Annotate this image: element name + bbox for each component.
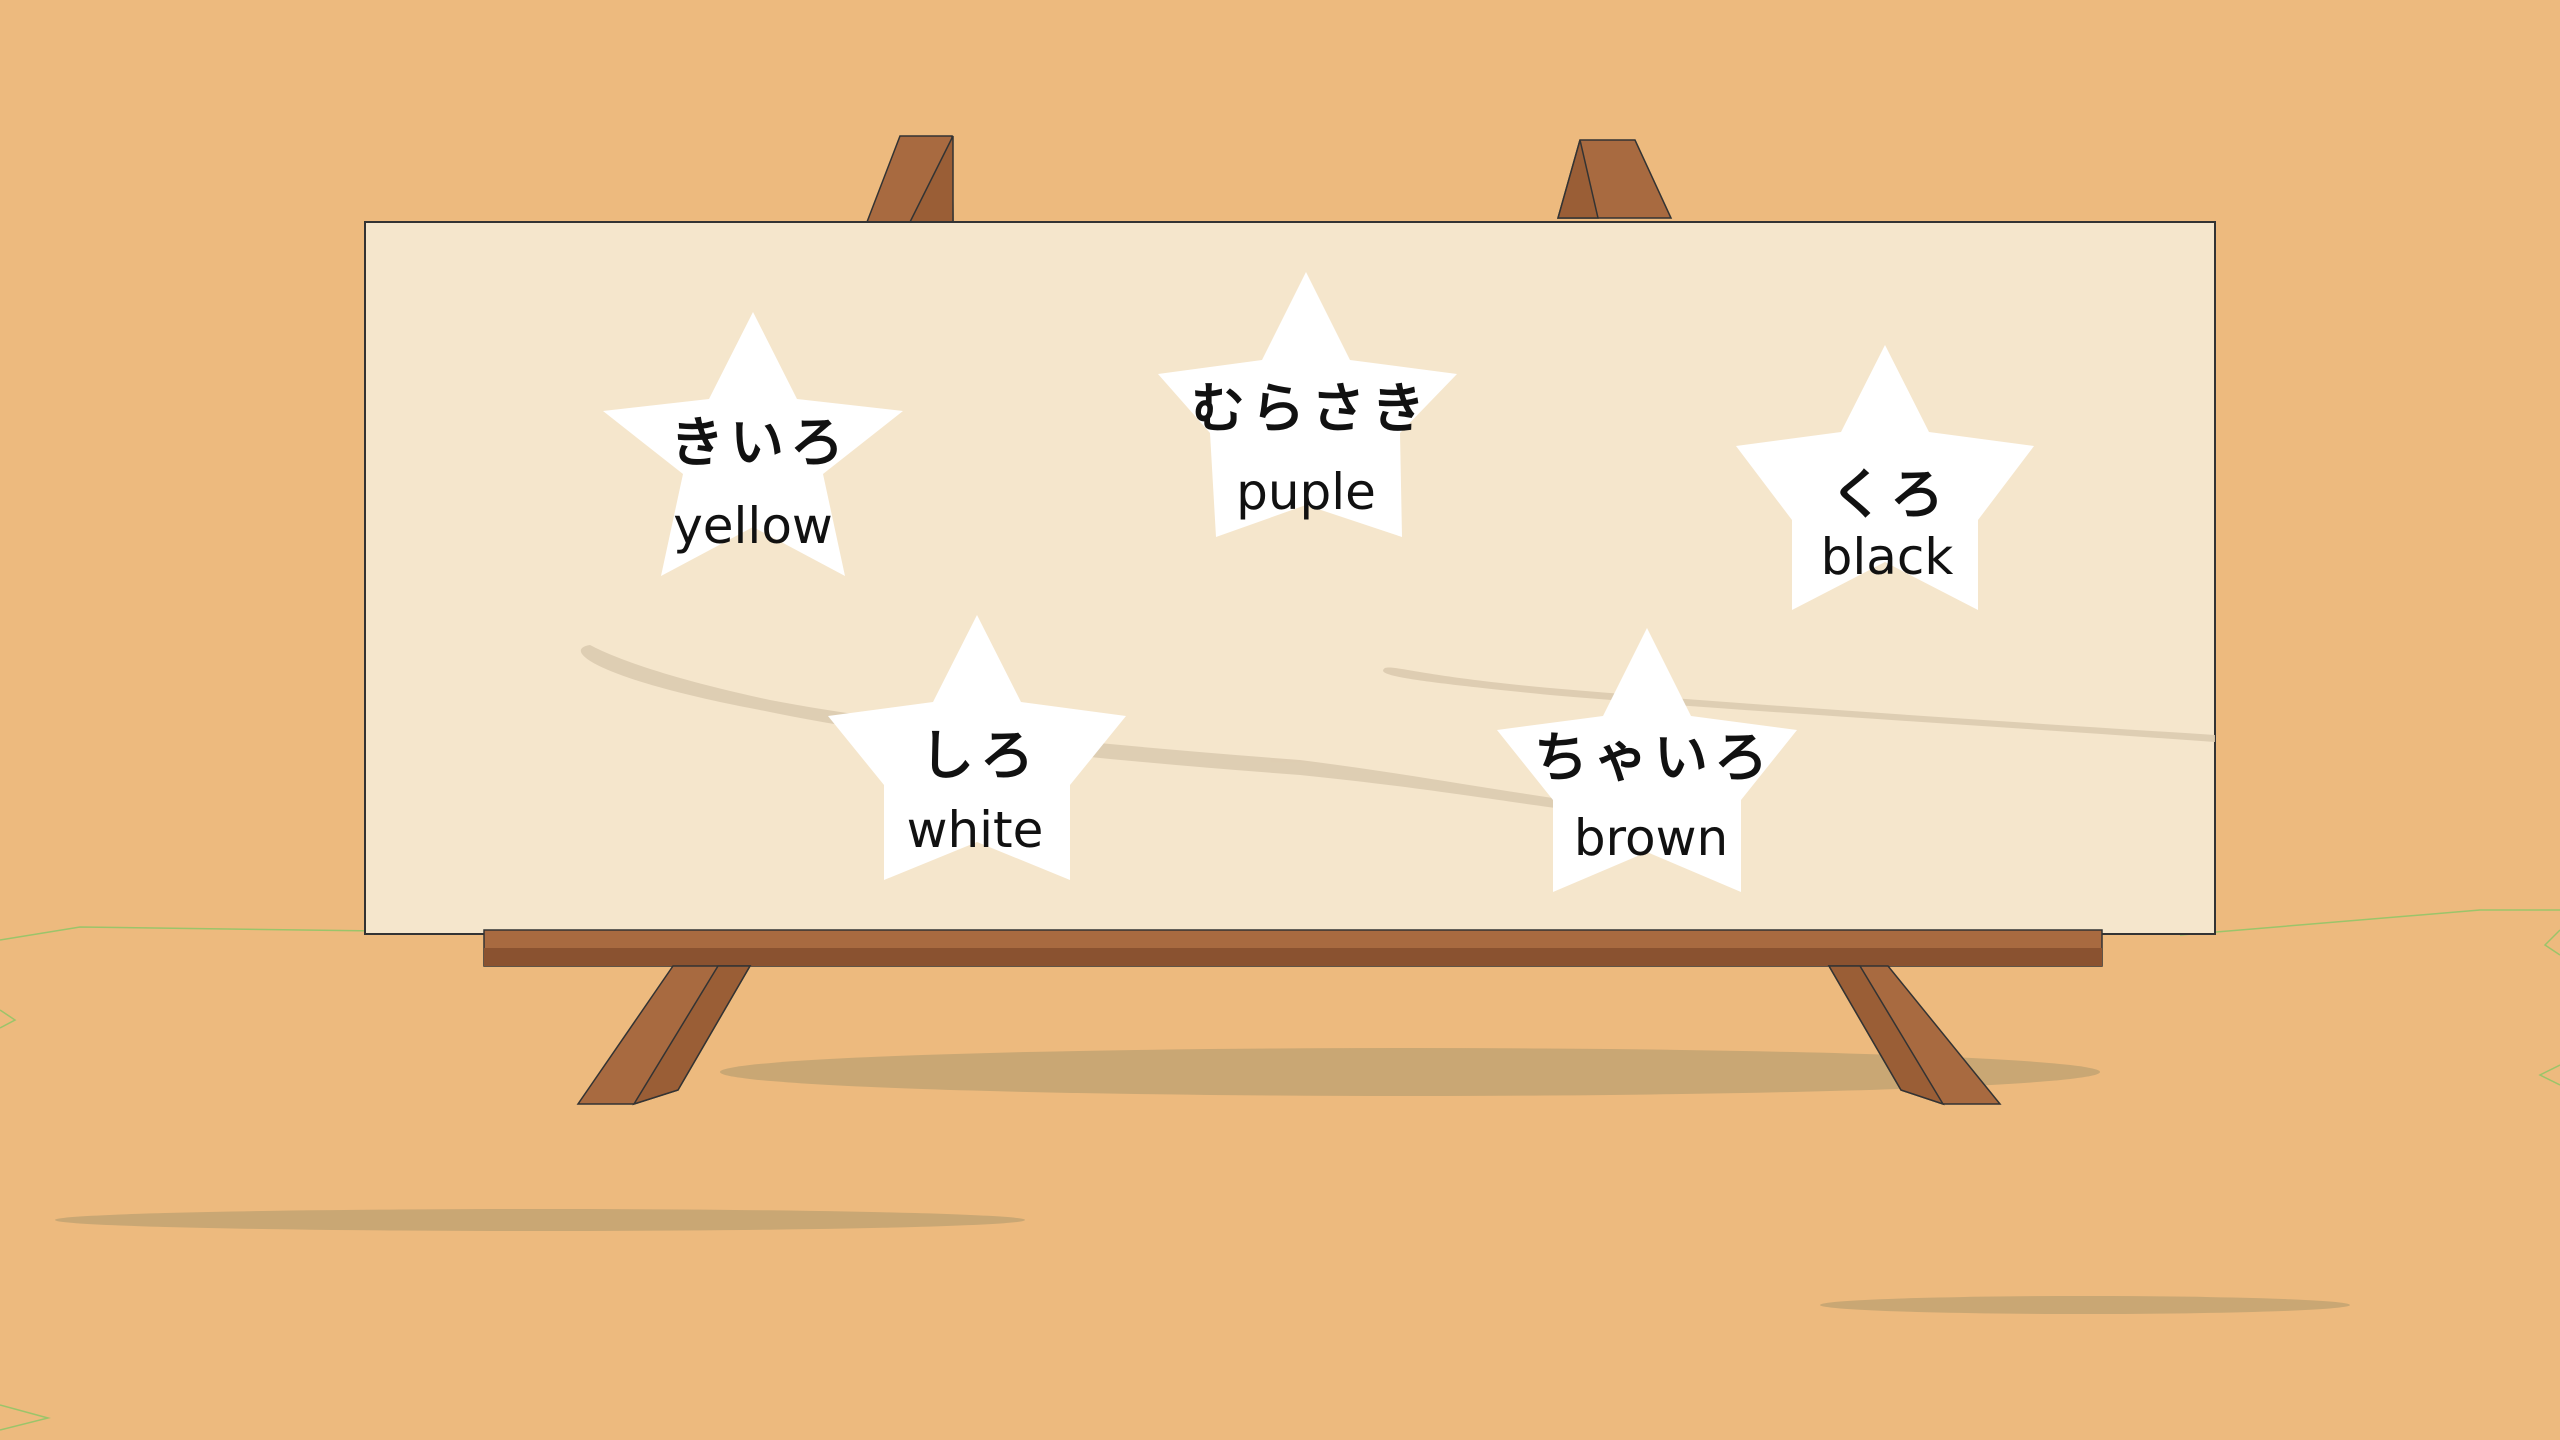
star-card-brown[interactable]: ちゃいろ brown <box>1497 628 1797 892</box>
star-card-white[interactable]: しろ white <box>828 615 1126 880</box>
star-japanese-label: くろ <box>1830 463 1950 526</box>
star-japanese-label: ちゃいろ <box>1534 726 1774 789</box>
easel-front-left-leg <box>576 965 752 1106</box>
star-japanese-label: きいろ <box>670 411 850 474</box>
star-english-label: yellow <box>673 497 833 555</box>
easel-top-right-leg <box>1557 139 1673 219</box>
star-english-label: puple <box>1236 463 1376 521</box>
star-japanese-label: むらさき <box>1191 377 1431 440</box>
star-english-label: brown <box>1574 809 1728 867</box>
easel-shelf <box>483 929 2103 967</box>
star-card-yellow[interactable]: きいろ yellow <box>603 312 903 576</box>
star-icon <box>1736 345 2034 610</box>
star-card-purple[interactable]: むらさき puple <box>1158 272 1457 537</box>
easel-front-right-leg <box>1827 965 2002 1106</box>
ground-shadows <box>55 1048 2350 1314</box>
star-english-label: white <box>907 801 1044 859</box>
board-scribbles <box>580 645 2215 815</box>
star-icon <box>828 615 1126 880</box>
star-icon <box>603 312 903 576</box>
star-english-label: black <box>1821 528 1954 586</box>
star-card-black[interactable]: くろ black <box>1736 345 2034 610</box>
grass-lines <box>0 909 2560 1431</box>
star-japanese-label: しろ <box>920 724 1040 787</box>
star-icon <box>1158 272 1457 537</box>
star-icon <box>1497 628 1797 892</box>
star-cards: きいろ yellow むらさき puple くろ black しろ white … <box>603 272 2034 892</box>
